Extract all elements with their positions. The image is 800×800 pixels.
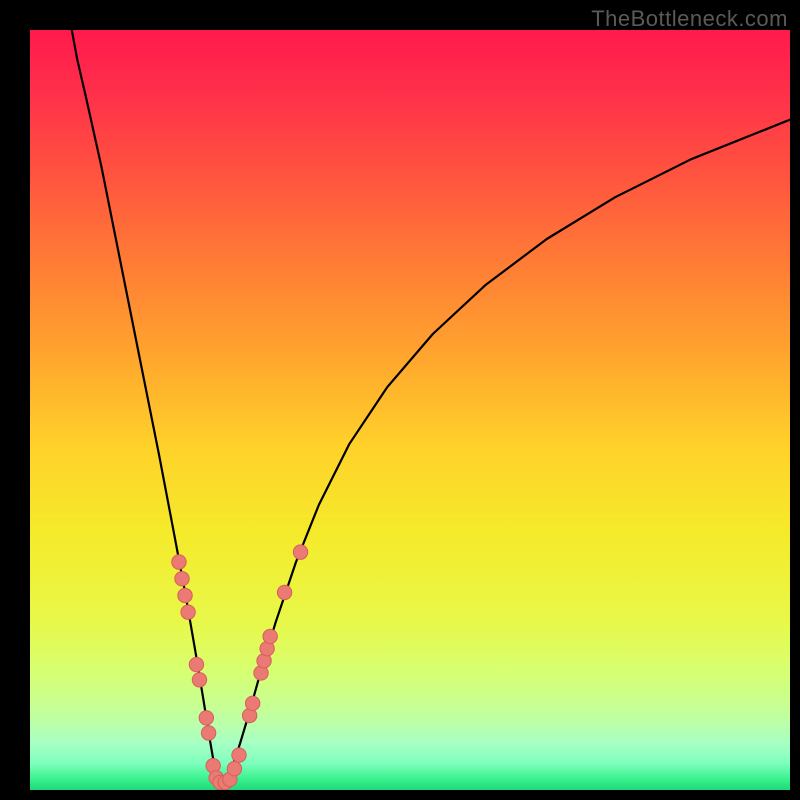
data-point <box>277 585 291 599</box>
data-point <box>245 696 259 710</box>
data-point <box>201 726 215 740</box>
data-point <box>175 572 189 586</box>
data-point <box>199 711 213 725</box>
data-point <box>232 748 246 762</box>
data-point <box>192 673 206 687</box>
data-point <box>227 762 241 776</box>
data-point <box>293 545 307 559</box>
watermark-text: TheBottleneck.com <box>591 6 788 32</box>
data-point <box>189 657 203 671</box>
data-point <box>178 588 192 602</box>
data-point <box>172 555 186 569</box>
marker-layer <box>30 30 790 790</box>
data-point <box>181 605 195 619</box>
plot-area <box>30 30 790 790</box>
data-point <box>263 629 277 643</box>
